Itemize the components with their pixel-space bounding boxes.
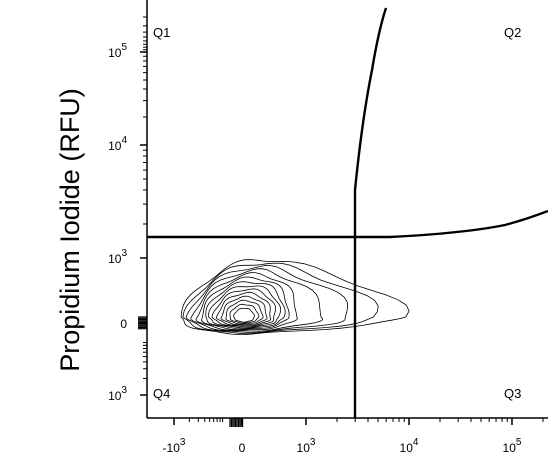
contour-level	[220, 295, 268, 326]
quadrant-label-q4: Q4	[153, 386, 170, 401]
x-tick-label: 0	[239, 441, 246, 455]
contour-level	[225, 299, 264, 325]
quadrant-label-q3: Q3	[504, 386, 521, 401]
x-tick-label: 105	[503, 437, 522, 455]
y-axis-ticks	[140, 16, 147, 396]
quadrant-label-q2: Q2	[504, 25, 521, 40]
contour-level	[215, 291, 272, 327]
x-tick-label: 103	[297, 437, 316, 455]
gate-horizontal	[147, 209, 548, 239]
y-tick-label: 0	[120, 317, 127, 331]
contour-level	[182, 262, 379, 334]
x-tick-labels: -103 0 103 104 105	[163, 437, 522, 455]
contour-population	[180, 259, 410, 335]
contour-level	[208, 285, 282, 329]
y-tick-label: 103	[108, 385, 127, 403]
contour-level	[229, 303, 260, 324]
x-tick-label: -103	[163, 437, 186, 455]
contour-level	[205, 281, 286, 330]
y-tick-label: 104	[108, 135, 127, 153]
rug-marks	[138, 316, 244, 427]
quadrant-label-q1: Q1	[153, 25, 170, 40]
y-tick-label: 105	[108, 42, 127, 60]
contour-level	[211, 288, 277, 328]
gate-vertical	[353, 7, 388, 418]
y-axis-label: Propidium Iodide (RFU)	[55, 88, 85, 372]
contour-level	[201, 276, 290, 330]
y-tick-labels: 105 104 103 0 103	[108, 42, 127, 403]
contour-level	[195, 272, 298, 331]
contour-level	[180, 259, 410, 335]
contour-level	[233, 307, 255, 323]
contour-level	[190, 268, 323, 332]
y-tick-label: 103	[108, 248, 127, 266]
contour-level	[185, 265, 349, 333]
x-tick-label: 104	[400, 437, 419, 455]
